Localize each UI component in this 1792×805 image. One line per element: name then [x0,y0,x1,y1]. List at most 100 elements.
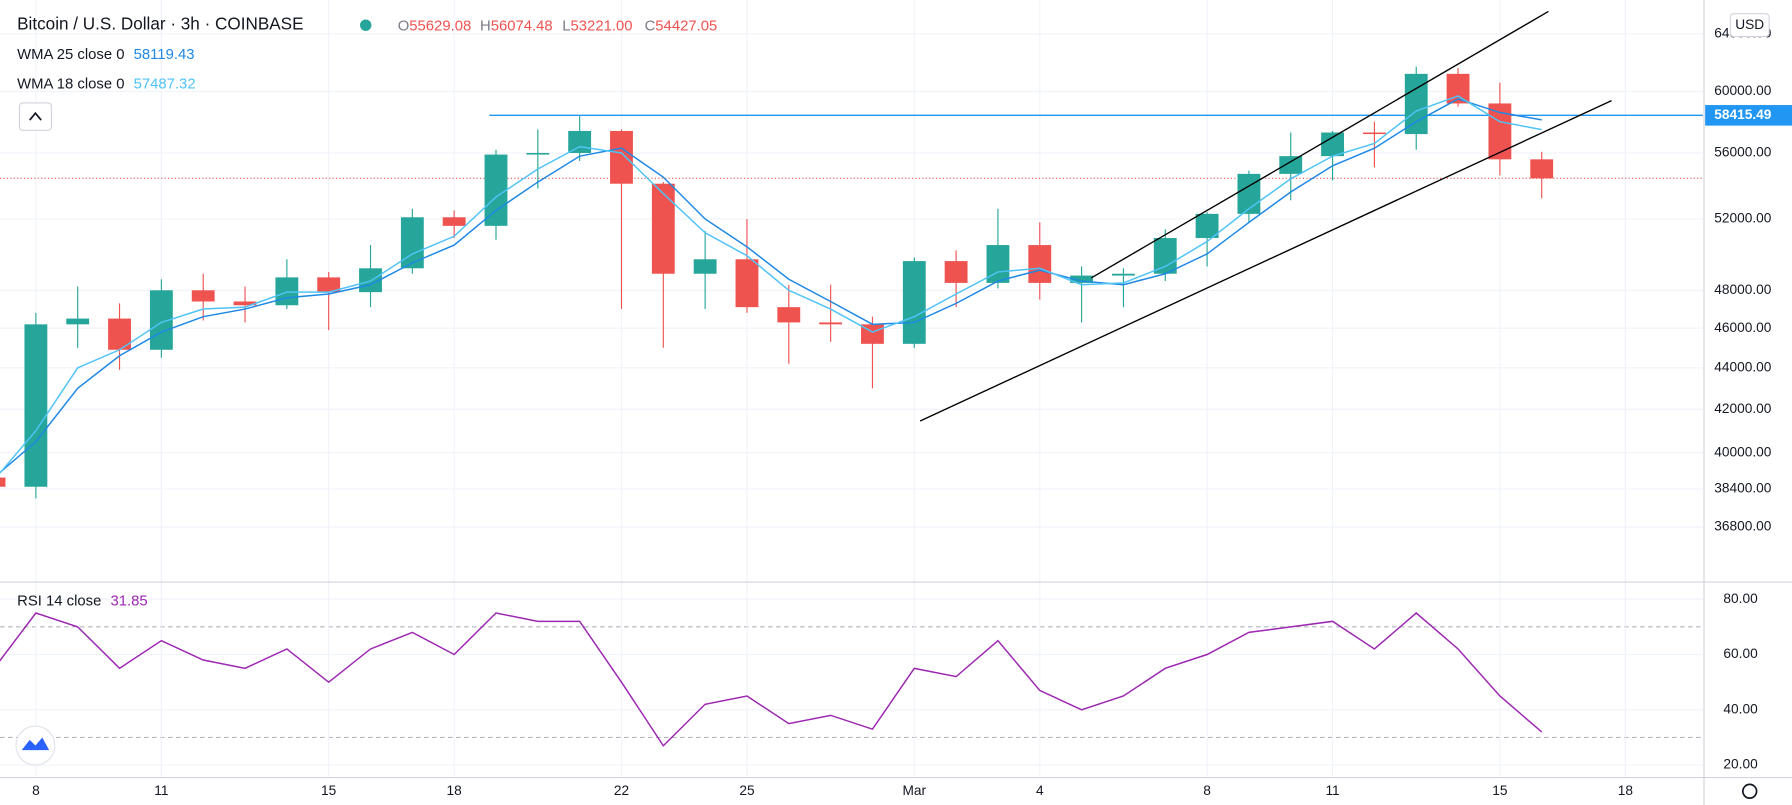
candle-body [610,130,633,184]
rsi-tick-label: 80.00 [1723,591,1758,606]
candle-body [651,183,675,274]
candle-body [66,318,90,325]
x-tick-label: 25 [739,783,755,798]
x-tick-label: Mar [902,783,926,798]
y-tick-label: 48000.00 [1714,282,1772,297]
y-tick-label: 60000.00 [1714,83,1772,98]
quote-key: L [562,18,570,34]
indicator-value: 58119.43 [134,47,195,63]
quote-key: O [398,18,410,34]
candle-body [1321,132,1344,157]
candle-body [526,152,550,155]
x-tick-label: 8 [1203,783,1211,798]
candle-body [1279,156,1303,174]
candle-body [317,277,341,293]
candle-body [233,301,257,306]
quote: L53221.00 [562,18,632,34]
x-tick-label: 18 [447,783,463,798]
x-tick-label: 18 [1618,783,1634,798]
x-tick-label: 15 [1492,783,1508,798]
candle-body [191,290,215,302]
indicator-name: WMA 25 close 0 [17,47,124,63]
quote-value: 55629.08 [409,18,471,34]
rsi-tick-label: 60.00 [1723,646,1758,661]
x-tick-label: 8 [32,783,40,798]
rsi-value: 31.85 [111,593,148,609]
rsi-legend: RSI 14 close 31.85 [17,593,148,609]
x-tick-label: 15 [321,783,337,798]
logo-icon [21,737,50,751]
y-tick-label: 40000.00 [1714,444,1772,459]
x-tick-label: 11 [1325,783,1339,798]
legend: Bitcoin / U.S. Dollar · 3h · COINBASE O55… [17,13,1770,609]
x-tick-label: 11 [154,783,168,798]
quote-value: 56074.48 [491,18,553,34]
candle-body [944,261,968,283]
candle-body [1362,132,1386,135]
x-tick-label: 4 [1036,783,1044,798]
y-tick-label: 46000.00 [1714,320,1772,335]
indicator-legend: WMA 18 close 0 57487.32 [17,77,195,93]
y-tick-label: 38400.00 [1714,481,1772,496]
candle-body [0,477,6,487]
indicator-legend: WMA 25 close 0 58119.43 [17,47,194,63]
candle-body [108,318,131,350]
quote-value: 53221.00 [571,18,633,34]
currency-label: USD [1735,17,1764,32]
wma-line [0,98,1542,474]
candle-body [484,154,508,226]
y-tick-label: 44000.00 [1714,359,1772,374]
status-dot [360,19,372,31]
candle-body [568,130,592,153]
y-tick-label: 36800.00 [1714,519,1772,534]
y-tick-label: 42000.00 [1714,401,1772,416]
quote-key: H [480,18,491,34]
quote: O55629.08 [398,18,472,34]
hline-label-box [1705,105,1792,126]
candle-body [1028,245,1052,283]
rsi-tick-label: 20.00 [1723,757,1758,772]
indicator-name: WMA 18 close 0 [17,77,124,93]
trend-line [1090,10,1549,279]
currency-button[interactable] [1729,13,1770,38]
chart-title: Bitcoin / U.S. Dollar · 3h · COINBASE [17,14,303,34]
quote-value: 54427.05 [655,18,717,34]
settings-button[interactable] [1741,783,1758,799]
candle-body [1070,275,1094,283]
candle-body [442,217,466,226]
candle-body [275,277,299,306]
rsi-line [0,612,1543,747]
y-tick-label: 52000.00 [1714,211,1772,226]
y-tick-label: 56000.00 [1714,145,1772,160]
x-tick-label: 22 [614,783,629,798]
candle-body [735,259,759,308]
candle-body [902,261,926,344]
candle-body [777,307,801,323]
indicator-value: 57487.32 [134,77,196,93]
plot [0,10,1703,747]
candle-body [986,245,1010,283]
collapse-button[interactable] [18,102,52,131]
candle-body [1112,273,1135,276]
candle-body [1195,213,1219,239]
quote-key: C [645,18,656,34]
quote: H56074.48 [480,18,553,34]
rsi-name: RSI 14 close [17,593,101,609]
hline-label: 58415.49 [1714,107,1772,122]
collapse-icon [29,111,42,121]
candle-body [1530,159,1554,179]
rsi-tick-label: 40.00 [1723,701,1758,716]
trend-line [919,99,1612,422]
candle-body [1153,238,1177,274]
quote: C54427.05 [645,18,718,34]
candle-body [1446,73,1470,104]
candle-body [400,217,424,269]
candle-body [1404,73,1428,135]
candle-body [819,322,843,325]
candle-body [24,324,48,487]
wma-line [0,95,1542,475]
candle-body [693,259,717,274]
